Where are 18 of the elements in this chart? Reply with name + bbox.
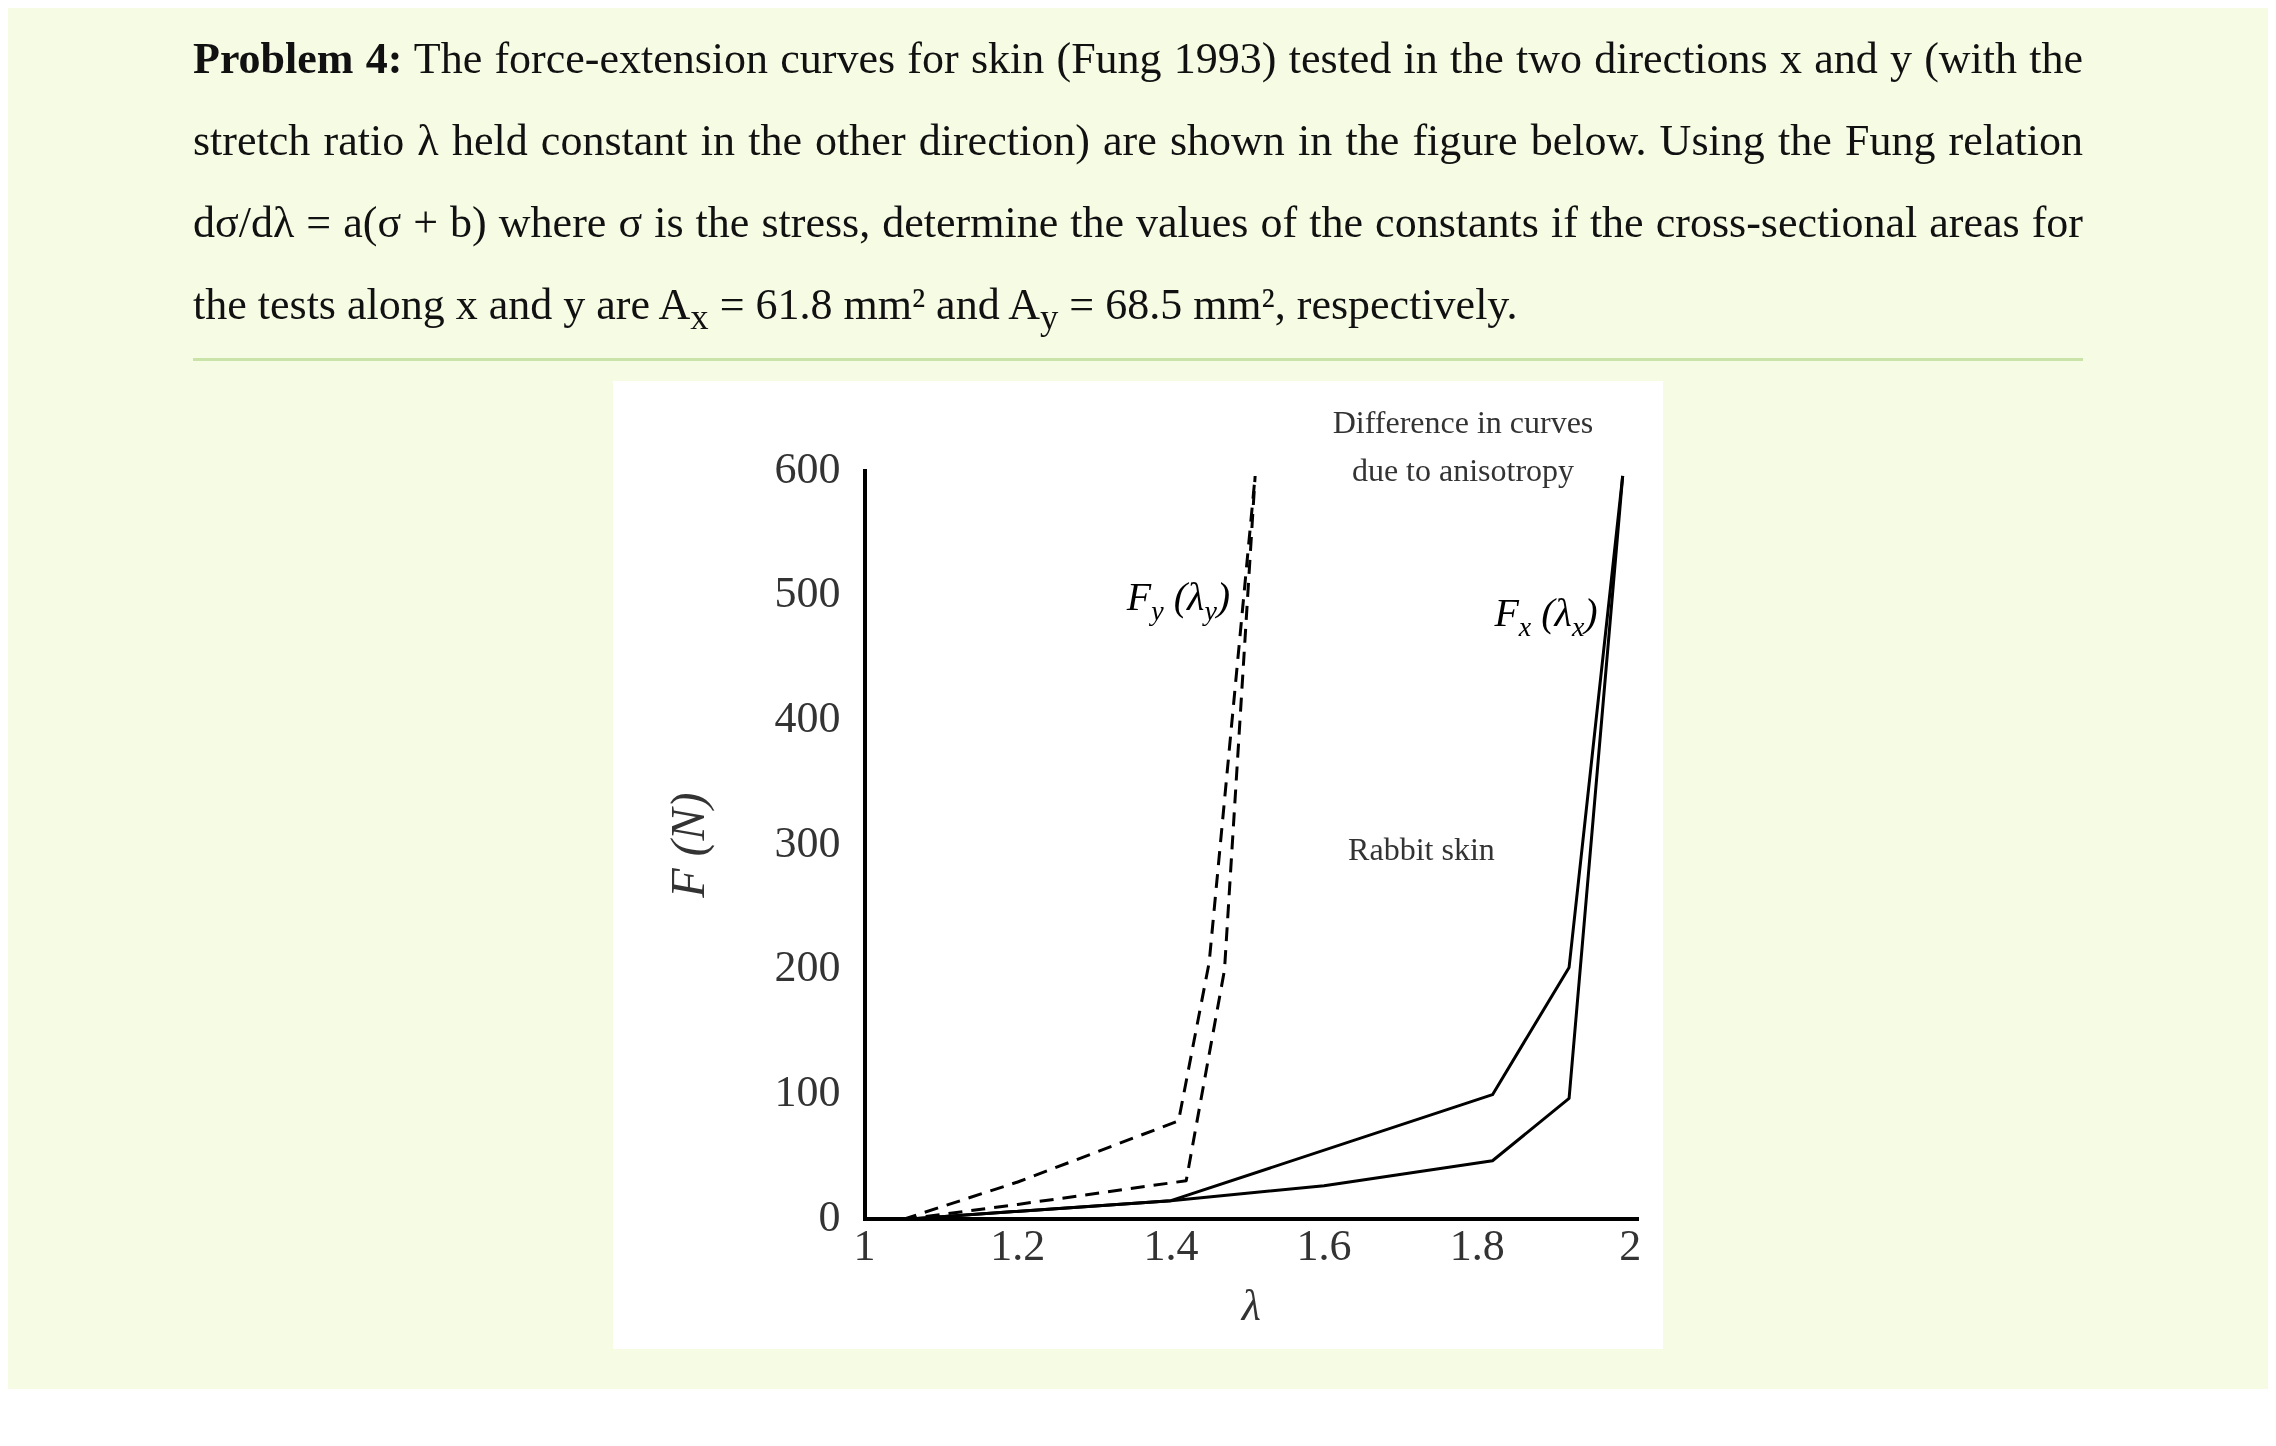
x-axis-title: λ <box>1239 1280 1261 1330</box>
y-tick-label: 200 <box>774 942 841 992</box>
x-tick-label: 2 <box>1619 1221 1642 1271</box>
y-tick-label: 0 <box>818 1191 841 1241</box>
x-tick-label: 1.6 <box>1296 1221 1352 1271</box>
y-tick-label: 100 <box>774 1067 841 1117</box>
chart-title: Problem 4: The force-extension curves for skin (Fung 1993) tested in the two directions x and y (with the stretch ratio λ held constant in the other direction) are shown in the figure below. Using the Fung relation dσ/dλ = a(σ + b) where σ is the stress, determine the values of the constants if the cross-sectional areas for the tests along x and y are A$_{x}$ = 61.8 mm² and A$_{y}$ = 68.5 mm², respectively. <box>193 34 2084 337</box>
x-tick-label: 1.2 <box>990 1221 1046 1271</box>
y-tick-label: 400 <box>774 692 841 742</box>
y-tick-label: 300 <box>774 817 841 867</box>
y-tick-label: 500 <box>774 568 841 618</box>
y-axis-title: F (N) <box>661 792 716 899</box>
annotation: Difference in curves due to anisotropy <box>1332 403 1594 488</box>
x-tick-label: 1.8 <box>1449 1221 1505 1271</box>
x-tick-label: 1 <box>853 1221 876 1271</box>
annotation: Rabbit skin <box>1348 830 1495 867</box>
x-tick-label: 1.4 <box>1143 1221 1199 1271</box>
y-tick-label: 600 <box>774 443 841 493</box>
